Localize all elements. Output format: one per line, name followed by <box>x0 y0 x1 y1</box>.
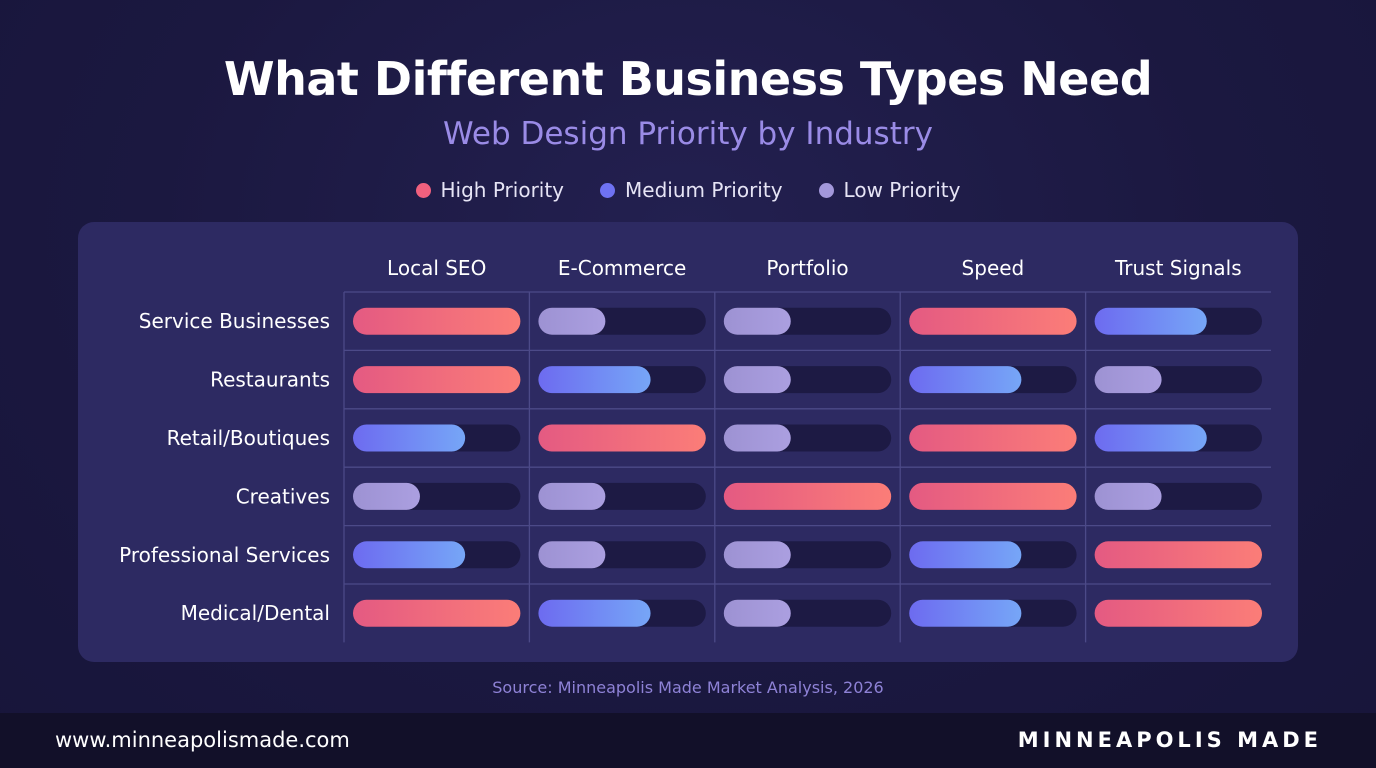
column-header: Trust Signals <box>1114 256 1242 280</box>
priority-bar <box>353 307 521 335</box>
priority-bar <box>1094 599 1262 627</box>
priority-bar <box>723 307 791 335</box>
priority-bar <box>538 599 651 627</box>
priority-bar <box>538 424 706 452</box>
chart-subtitle: Web Design Priority by Industry <box>443 116 933 152</box>
priority-bar <box>723 599 791 627</box>
priority-bar <box>1094 424 1207 452</box>
priority-bar <box>538 482 606 510</box>
column-header: Portfolio <box>766 256 848 280</box>
row-label: Restaurants <box>210 368 330 392</box>
footer-bar: www.minneapolismade.com MINNEAPOLIS MADE <box>0 713 1376 768</box>
chart-title: What Different Business Types Need <box>223 52 1153 106</box>
priority-bar <box>723 366 791 394</box>
legend-item-low: Low Priority <box>818 178 961 202</box>
row-label: Retail/Boutiques <box>167 426 330 450</box>
priority-bar <box>723 424 791 452</box>
column-header: E-Commerce <box>558 256 686 280</box>
priority-bar <box>723 482 892 510</box>
row-label: Service Businesses <box>139 309 330 333</box>
legend-dot-low <box>818 182 834 198</box>
priority-matrix: Local SEO E-Commerce Portfolio Speed Trust S… <box>119 256 1271 643</box>
legend-dot-high <box>415 182 431 198</box>
priority-bar <box>538 541 606 569</box>
priority-bar <box>909 482 1077 510</box>
legend-item-medium: Medium Priority <box>600 178 783 202</box>
priority-bar <box>1094 541 1262 569</box>
legend-item-high: High Priority <box>415 178 565 202</box>
priority-bar <box>909 307 1077 335</box>
priority-bar <box>353 424 466 452</box>
legend: High Priority Medium Priority Low Priori… <box>0 174 1376 206</box>
priority-bar <box>909 366 1022 394</box>
priority-bar <box>723 541 791 569</box>
legend-dot-medium <box>600 182 616 198</box>
row-label: Professional Services <box>119 543 330 567</box>
footer-brand: MINNEAPOLIS MADE <box>1017 728 1322 752</box>
chart-panel: Local SEO E-Commerce Portfolio Speed Trust S… <box>78 222 1298 662</box>
source-note: Source: Minneapolis Made Market Analysis… <box>492 678 884 697</box>
row-label: Creatives <box>236 484 330 508</box>
priority-bar <box>909 424 1077 452</box>
priority-bar <box>1094 482 1162 510</box>
priority-bar <box>909 541 1022 569</box>
priority-bar <box>538 307 606 335</box>
priority-bar <box>1094 366 1162 394</box>
priority-bar <box>538 366 651 394</box>
row-label: Medical/Dental <box>181 601 330 625</box>
priority-bar <box>353 541 466 569</box>
column-header: Local SEO <box>387 256 486 280</box>
priority-bar <box>353 366 521 394</box>
priority-bar <box>1094 307 1207 335</box>
legend-label-low: Low Priority <box>843 178 961 202</box>
legend-label-high: High Priority <box>440 178 565 202</box>
legend-label-medium: Medium Priority <box>625 178 783 202</box>
priority-bar <box>909 599 1022 627</box>
priority-bar <box>353 599 521 627</box>
priority-bar <box>353 482 420 510</box>
column-header: Speed <box>962 256 1025 280</box>
footer-url: www.minneapolismade.com <box>55 728 350 752</box>
